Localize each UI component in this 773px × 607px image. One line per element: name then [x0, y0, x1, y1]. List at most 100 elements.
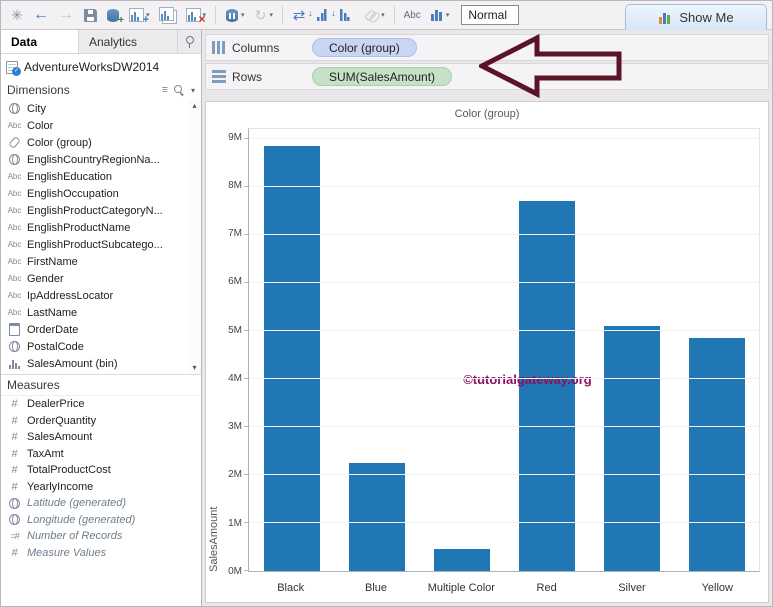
field-yearlyincome[interactable]: YearlyIncome: [1, 479, 201, 496]
field-gender[interactable]: Gender: [1, 270, 201, 287]
y-tick-mark: [244, 185, 249, 187]
field-englishproductname[interactable]: EnglishProductName: [1, 219, 201, 236]
field-label: Number of Records: [27, 530, 123, 543]
show-mark-labels-button[interactable]: [400, 3, 425, 27]
rows-shelf[interactable]: Rows SUM(SalesAmount): [205, 63, 769, 90]
field-englishproductcategoryn[interactable]: EnglishProductCategoryN...: [1, 202, 201, 219]
field-lastname[interactable]: LastName: [1, 304, 201, 321]
globe-icon: [6, 497, 23, 509]
x-label-silver: Silver: [618, 582, 646, 594]
pill-color-group[interactable]: Color (group): [312, 38, 417, 57]
add-data-source-button[interactable]: [102, 3, 124, 27]
sort-descending-button[interactable]: [331, 3, 356, 27]
field-color-group[interactable]: Color (group): [1, 134, 201, 151]
field-orderdate[interactable]: OrderDate: [1, 321, 201, 338]
pill-sum-salesamount[interactable]: SUM(SalesAmount): [312, 67, 453, 86]
field-englishcountryregionna[interactable]: EnglishCountryRegionNa...: [1, 151, 201, 168]
globe-icon: [6, 341, 23, 353]
dimensions-scrollbar[interactable]: ▴ ▾: [188, 100, 201, 374]
bar-slot-multiple-color: [419, 129, 504, 571]
run-update-button[interactable]: ▾: [250, 3, 278, 27]
fit-selector-button[interactable]: ▾: [426, 3, 454, 27]
sortdesc-icon: [331, 7, 352, 23]
swap-icon: [292, 7, 306, 23]
field-orderquantity[interactable]: OrderQuantity: [1, 413, 201, 430]
field-color[interactable]: Color: [1, 117, 201, 134]
field-label: Color (group): [27, 136, 92, 149]
bar-black[interactable]: [263, 145, 320, 571]
field-label: Longitude (generated): [27, 513, 136, 526]
x-label-yellow: Yellow: [701, 582, 733, 594]
field-latitude-generated[interactable]: Latitude (generated): [1, 495, 201, 512]
bar-blue[interactable]: [348, 462, 405, 571]
gridline: [249, 425, 759, 427]
undo-button[interactable]: [29, 3, 53, 27]
sort-ascending-button[interactable]: [308, 3, 333, 27]
watermark: ©tutorialgateway.org: [463, 372, 592, 388]
save-button[interactable]: [79, 3, 101, 27]
pause-auto-updates-button[interactable]: ▾: [221, 3, 249, 27]
duplicate-sheet-button[interactable]: [155, 3, 181, 27]
view-as-list-icon[interactable]: ≡: [161, 84, 168, 96]
field-ipaddresslocator[interactable]: IpAddressLocator: [1, 287, 201, 304]
chart-title: Color (group): [454, 108, 520, 120]
view-size-dropdown[interactable]: Normal: [461, 5, 520, 25]
y-tick-label: 9M: [228, 131, 242, 143]
field-number-of-records[interactable]: Number of Records: [1, 528, 201, 545]
field-label: YearlyIncome: [27, 480, 94, 493]
bar-red[interactable]: [518, 201, 575, 571]
show-me-button[interactable]: Show Me: [625, 4, 767, 30]
field-postalcode[interactable]: PostalCode: [1, 338, 201, 355]
field-salesamount[interactable]: SalesAmount: [1, 429, 201, 446]
measures-header-label: Measures: [7, 378, 60, 392]
dimensions-list: ▴ ▾ City Color Color (group) EnglishCountry…: [1, 100, 201, 374]
field-dealerprice[interactable]: DealerPrice: [1, 396, 201, 413]
bar-multiple-color[interactable]: [433, 549, 490, 571]
data-pane: Data Analytics AdventureWorksDW2014 Dime…: [1, 30, 202, 606]
y-tick-mark: [244, 425, 249, 427]
clear-sheet-button[interactable]: ▾: [182, 3, 211, 27]
highlight-button[interactable]: ▾: [357, 3, 389, 27]
abc-icon: [6, 222, 23, 234]
field-longitude-generated[interactable]: Longitude (generated): [1, 512, 201, 529]
field-taxamt[interactable]: TaxAmt: [1, 446, 201, 463]
search-icon[interactable]: [173, 84, 185, 96]
field-measure-values[interactable]: Measure Values: [1, 545, 201, 562]
pin-pane-button[interactable]: [178, 30, 201, 53]
newsheet-icon: [129, 7, 149, 26]
field-city[interactable]: City: [1, 100, 201, 117]
y-tick-label: 1M: [228, 517, 242, 529]
field-englishoccupation[interactable]: EnglishOccupation: [1, 185, 201, 202]
swap-rows-columns-button[interactable]: [288, 3, 310, 27]
scroll-down-arrow-icon[interactable]: ▾: [192, 363, 197, 372]
field-label: OrderDate: [27, 323, 79, 336]
y-tick-label: 5M: [228, 324, 242, 336]
y-tick-mark: [244, 137, 249, 139]
dropdown-caret-icon: ▾: [269, 11, 274, 19]
tab-analytics[interactable]: Analytics: [79, 30, 178, 53]
new-worksheet-button[interactable]: ▾: [125, 3, 154, 27]
field-firstname[interactable]: FirstName: [1, 253, 201, 270]
globe-icon: [6, 514, 23, 526]
field-totalproductcost[interactable]: TotalProductCost: [1, 462, 201, 479]
bar-silver[interactable]: [603, 325, 660, 571]
annotation-left-arrow: [479, 33, 622, 99]
dimensions-menu-caret-icon[interactable]: ▾: [190, 85, 195, 95]
tab-analytics-label: Analytics: [89, 34, 138, 49]
measures-list: DealerPrice OrderQuantity SalesAmount TaxAm…: [1, 396, 201, 561]
field-label: EnglishOccupation: [27, 187, 119, 200]
columns-shelf[interactable]: Columns Color (group): [205, 34, 769, 61]
redo-button[interactable]: [54, 3, 78, 27]
y-tick-label: 2M: [228, 469, 242, 481]
scroll-up-arrow-icon[interactable]: ▴: [192, 101, 197, 110]
data-source-item[interactable]: AdventureWorksDW2014: [1, 54, 201, 80]
x-label-black: Black: [277, 582, 305, 594]
field-englishproductsubcatego[interactable]: EnglishProductSubcatego...: [1, 236, 201, 253]
globe-icon: [6, 103, 23, 115]
x-label-red: Red: [536, 582, 557, 594]
tab-data[interactable]: Data: [1, 30, 79, 53]
field-englisheducation[interactable]: EnglishEducation: [1, 168, 201, 185]
field-salesamount-bin[interactable]: SalesAmount (bin): [1, 355, 201, 372]
bar-yellow[interactable]: [688, 338, 745, 571]
field-label: Latitude (generated): [27, 497, 127, 510]
